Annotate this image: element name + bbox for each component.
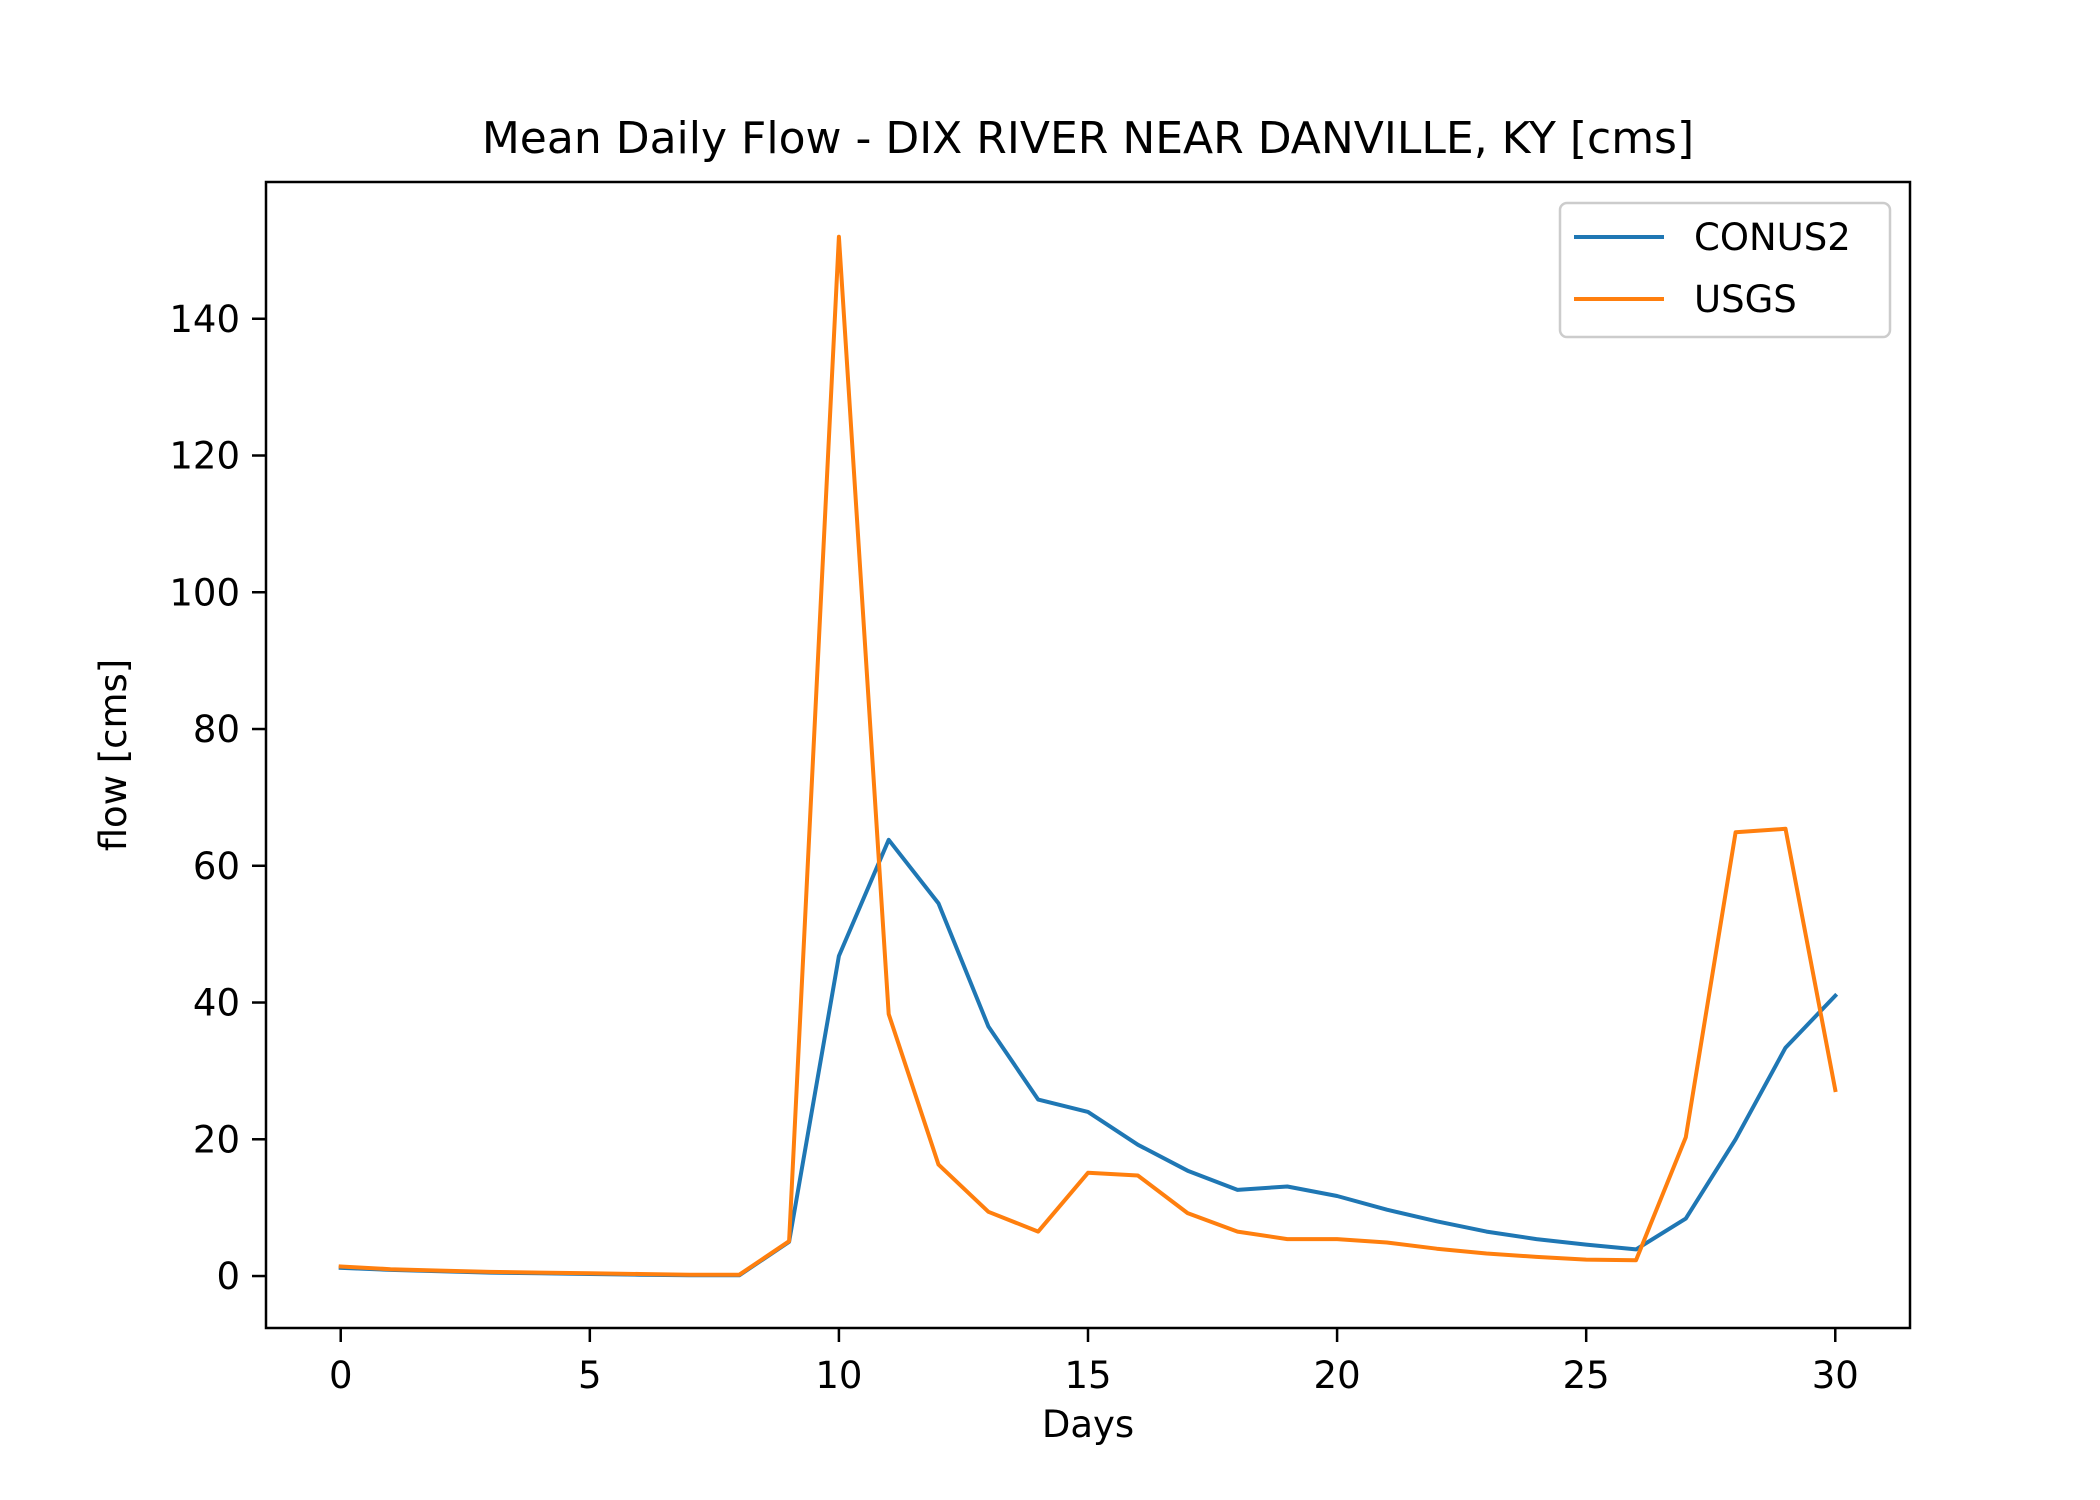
legend: CONUS2 USGS [1558,201,1892,339]
x-tick-label: 5 [578,1354,602,1397]
y-axis-label: flow [cms] [92,659,135,852]
y-tick-label: 120 [169,435,240,478]
y-tick-label: 140 [169,298,240,341]
x-tick-label: 20 [1314,1354,1361,1397]
y-tick-label: 0 [216,1255,240,1298]
x-axis-label: Days [1042,1403,1134,1446]
y-tick-label: 100 [169,571,240,614]
plot-area: 0 5 10 15 20 25 30 0 20 40 60 80 100 120 140 [169,180,1912,1397]
y-tick-label: 20 [193,1118,240,1161]
x-tick-label: 0 [329,1354,353,1397]
legend-label-usgs: USGS [1694,278,1797,321]
legend-label-conus2: CONUS2 [1694,216,1851,259]
y-tick-label: 60 [193,845,240,888]
series-line-usgs [338,234,1838,1277]
y-tick-label: 40 [193,982,240,1025]
x-tick-label: 10 [815,1354,862,1397]
y-tick-label: 80 [193,708,240,751]
x-tick-label: 25 [1563,1354,1610,1397]
x-tick-label: 30 [1812,1354,1859,1397]
x-tick-label: 15 [1064,1354,1111,1397]
chart-title: Mean Daily Flow - DIX RIVER NEAR DANVILL… [482,113,1694,164]
